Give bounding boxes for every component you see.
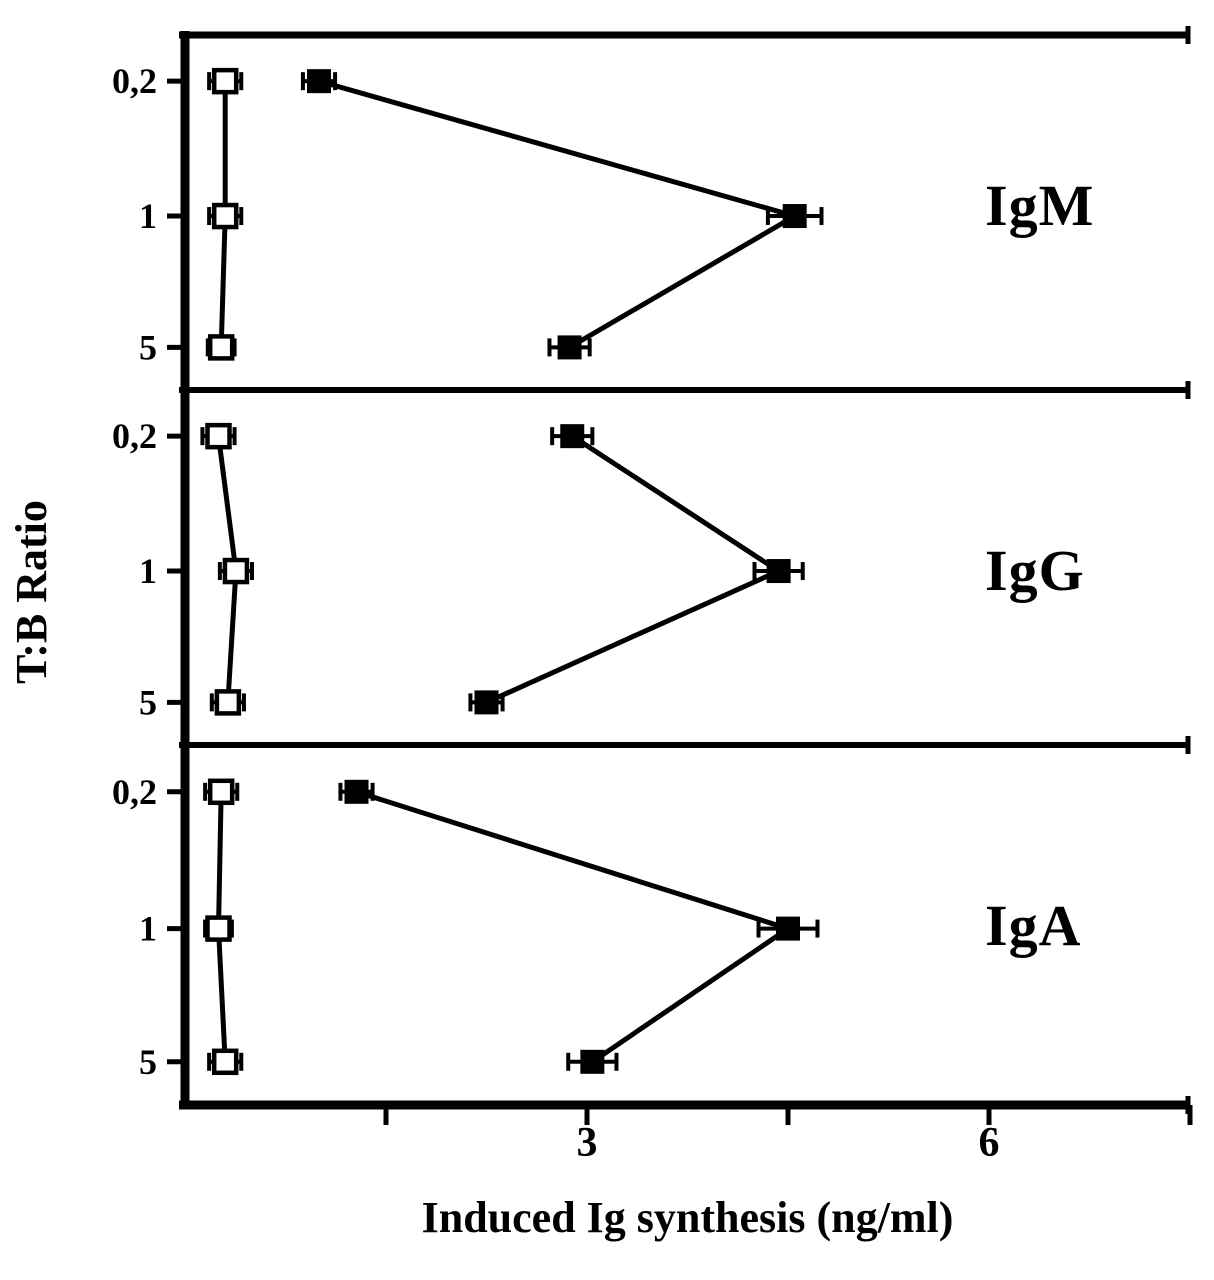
y-tick-label: 1: [139, 551, 157, 591]
filled-square-marker: [474, 690, 499, 715]
y-tick-label: 0,2: [112, 416, 157, 456]
x-tick-label: 6: [979, 1120, 1000, 1166]
y-tick-label: 5: [139, 1042, 157, 1082]
filled-square-marker: [776, 916, 800, 941]
x-tick-label: 3: [577, 1120, 598, 1166]
open-square-marker: [211, 1048, 239, 1076]
y-tick-label: 0,2: [112, 772, 157, 812]
open-square-marker: [211, 202, 239, 230]
open-square-marker: [222, 557, 250, 585]
x-axis-title: Induced Ig synthesis (ng/ml): [421, 1193, 954, 1242]
open-square-marker: [205, 422, 232, 450]
y-tick-label: 1: [139, 909, 157, 949]
filled-square-marker: [307, 69, 331, 94]
filled-square-marker: [557, 335, 582, 360]
panel-label-iga: IgA: [985, 893, 1082, 958]
filled-square-marker: [766, 559, 791, 584]
y-tick-label: 5: [139, 327, 157, 367]
y-tick-label: 1: [139, 196, 157, 236]
open-square-marker: [211, 67, 239, 95]
series-line: [318, 78, 802, 350]
open-square-marker: [205, 915, 232, 942]
y-axis-title: T:B Ratio: [7, 500, 56, 684]
panel-label-igg: IgG: [985, 538, 1085, 603]
filled-square-marker: [344, 779, 369, 804]
y-tick-label: 0,2: [112, 61, 157, 101]
open-square-marker: [207, 334, 235, 361]
y-tick-label: 5: [139, 682, 157, 722]
open-square-marker: [214, 689, 242, 716]
series-line: [355, 789, 794, 1064]
series-line: [485, 434, 784, 705]
open-square-marker: [207, 778, 235, 806]
filled-square-marker: [580, 1049, 605, 1074]
filled-square-marker: [560, 424, 585, 449]
panel-label-igm: IgM: [985, 173, 1095, 238]
filled-square-marker: [782, 204, 807, 229]
